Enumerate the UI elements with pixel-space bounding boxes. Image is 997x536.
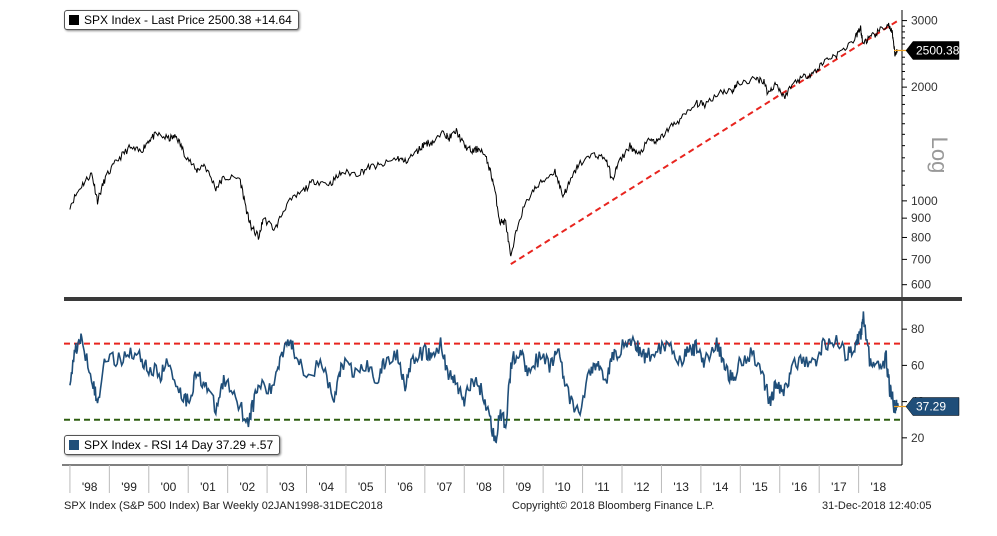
rsi-series-line xyxy=(69,311,899,444)
price-y-tick-label-1000: 1000 xyxy=(911,194,938,208)
x-tick-label-2008: '08 xyxy=(476,480,492,494)
footer-copyright: Copyright© 2018 Bloomberg Finance L.P. xyxy=(512,500,715,512)
footer-timestamp: 31-Dec-2018 12:40:05 xyxy=(822,500,932,512)
price-legend-label: SPX Index - Last Price 2500.38 +14.64 xyxy=(84,13,292,27)
x-tick-label-2009: '09 xyxy=(516,480,532,494)
price-legend: SPX Index - Last Price 2500.38 +14.64 xyxy=(64,10,299,30)
x-tick-label-2014: '14 xyxy=(713,480,729,494)
price-legend-swatch xyxy=(69,15,79,25)
price-y-tick-label-3000: 3000 xyxy=(911,14,938,28)
rsi-legend-label: SPX Index - RSI 14 Day 37.29 +.57 xyxy=(84,438,274,452)
rsi-y-tick-label-80: 80 xyxy=(911,322,925,336)
x-tick-label-1999: '99 xyxy=(121,480,137,494)
footer-source: SPX Index (S&P 500 Index) Bar Weekly 02J… xyxy=(64,500,383,512)
rsi-y-tick-label-60: 60 xyxy=(911,358,925,372)
price-y-tick-label-2000: 2000 xyxy=(911,80,938,94)
rsi-last-value-label: 37.29 xyxy=(916,400,946,414)
price-y-tick-label-900: 900 xyxy=(911,211,931,225)
x-tick-label-2011: '11 xyxy=(595,480,610,494)
x-tick-label-2007: '07 xyxy=(437,480,453,494)
x-tick-label-1998: '98 xyxy=(82,480,98,494)
x-tick-label-2010: '10 xyxy=(555,480,571,494)
x-tick-label-2017: '17 xyxy=(831,480,847,494)
x-tick-label-2016: '16 xyxy=(792,480,808,494)
price-series-line xyxy=(69,22,899,257)
price-last-value-box xyxy=(905,41,960,60)
x-tick-label-2002: '02 xyxy=(240,480,256,494)
x-tick-label-2012: '12 xyxy=(634,480,650,494)
panel-divider xyxy=(64,297,962,301)
price-y-tick-label-600: 600 xyxy=(911,278,931,292)
price-scale-label: Log xyxy=(927,137,952,174)
rsi-y-tick-label-20: 20 xyxy=(911,431,925,445)
x-tick-label-2001: '01 xyxy=(200,480,216,494)
x-tick-label-2018: '18 xyxy=(871,480,887,494)
x-tick-label-2013: '13 xyxy=(673,480,689,494)
x-tick-label-2006: '06 xyxy=(397,480,413,494)
price-last-value-label: 2500.38 xyxy=(916,43,960,57)
x-tick-label-2005: '05 xyxy=(358,480,374,494)
price-trendline xyxy=(510,19,899,265)
rsi-last-value-box xyxy=(905,397,960,416)
price-y-tick-label-700: 700 xyxy=(911,252,931,266)
x-tick-label-2000: '00 xyxy=(161,480,177,494)
x-tick-label-2015: '15 xyxy=(752,480,768,494)
rsi-legend: SPX Index - RSI 14 Day 37.29 +.57 xyxy=(64,435,281,455)
x-tick-label-2003: '03 xyxy=(279,480,295,494)
rsi-legend-swatch xyxy=(69,440,79,450)
x-tick-label-2004: '04 xyxy=(318,480,334,494)
price-y-tick-label-800: 800 xyxy=(911,230,931,244)
